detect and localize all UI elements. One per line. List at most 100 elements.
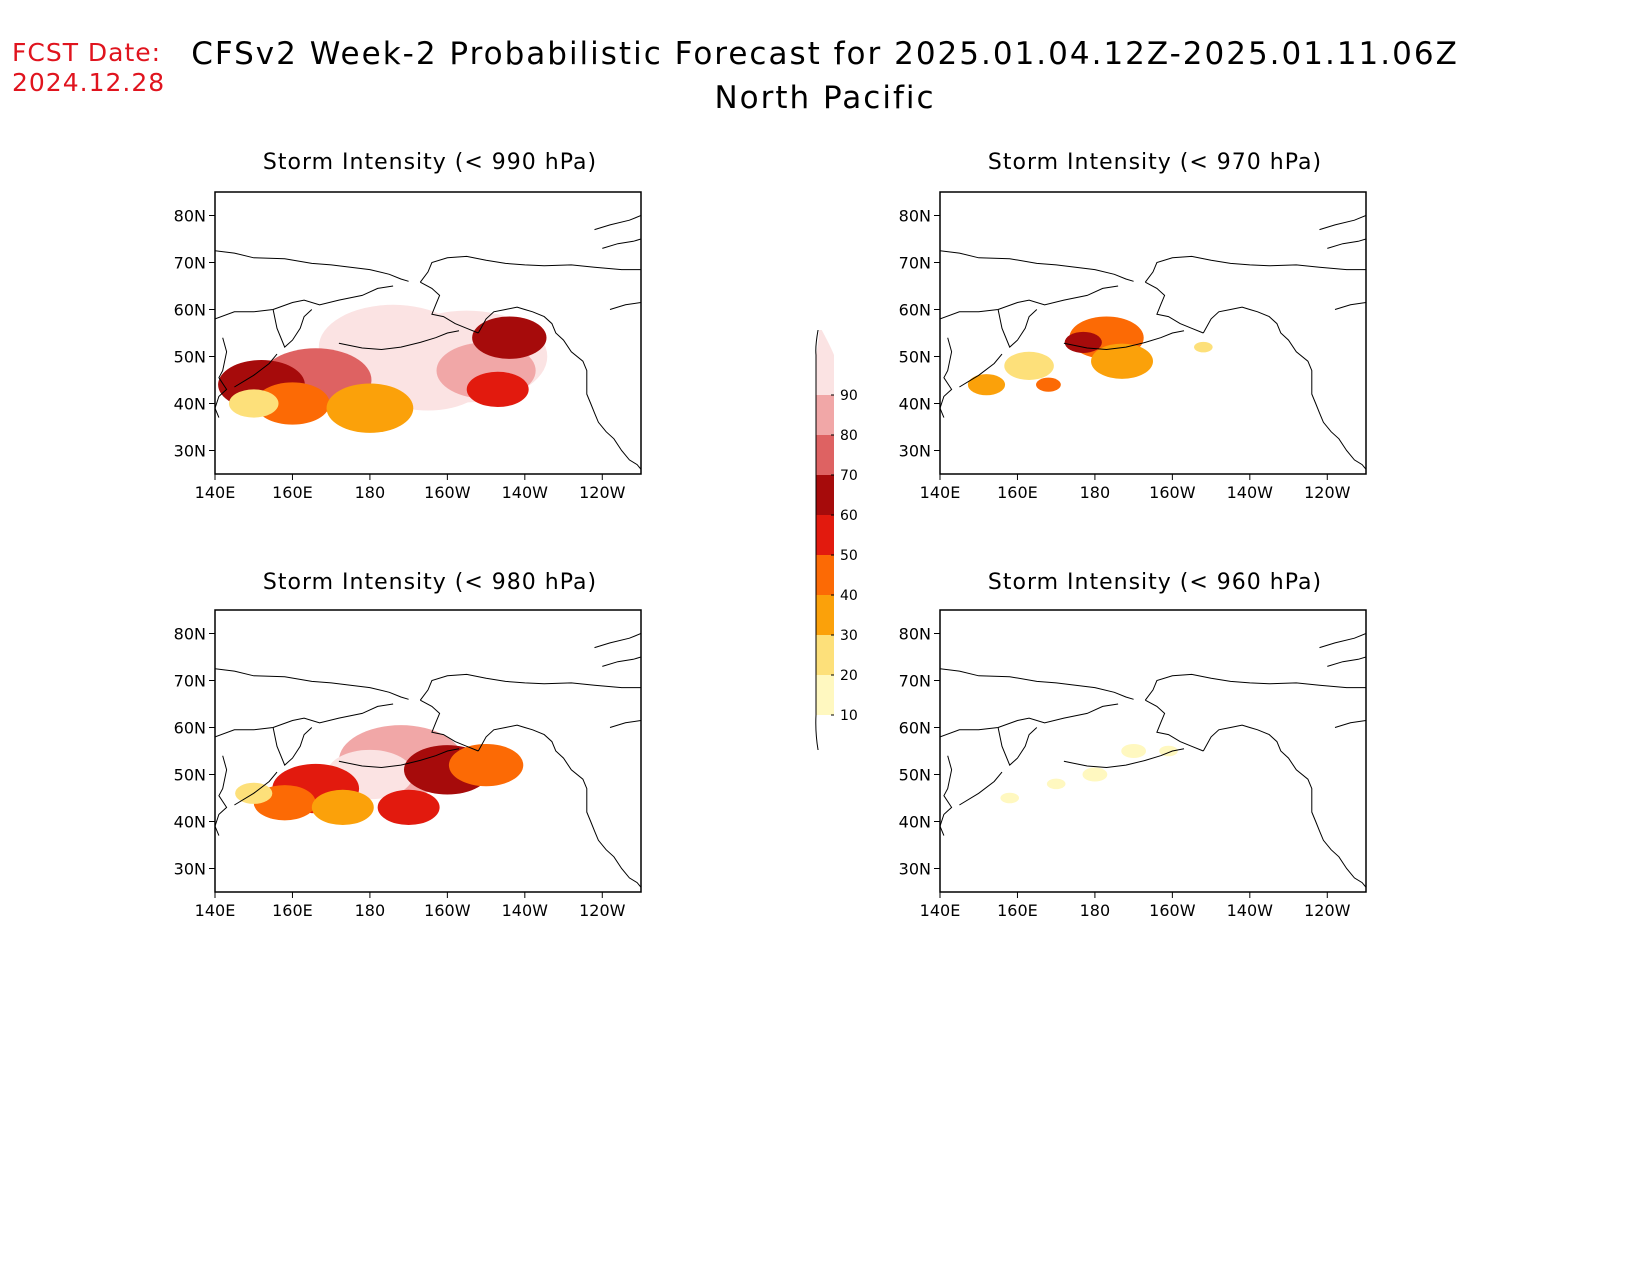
lon-tick-label: 140W [1227,483,1274,502]
lat-tick-label: 30N [174,860,206,879]
lon-tick-label: 180 [1080,483,1111,502]
panel-title-970: Storm Intensity (< 970 hPa) [987,150,1323,175]
colorbar-label: 40 [840,588,858,604]
lat-tick-label: 70N [899,254,931,273]
lat-tick-label: 40N [899,813,931,832]
probability-blob [1082,767,1108,782]
lat-tick-label: 80N [174,625,206,644]
lon-tick-label: 120W [1304,901,1351,920]
coastline [419,673,641,701]
colorbar-label: 90 [840,388,858,404]
lon-tick-label: 160W [1149,483,1196,502]
coastline [940,703,1119,738]
coastline [602,656,641,667]
lat-tick-label: 80N [899,625,931,644]
lon-tick-label: 180 [355,483,386,502]
probability-blob [472,316,547,359]
colorbar-label: 20 [840,668,858,684]
fcst-date-value: 2024.12.28 [12,68,166,97]
map-frame [939,191,1367,475]
lon-tick-label: 160E [272,901,313,920]
lat-tick-label: 50N [899,348,931,367]
colorbar-label: 80 [840,428,858,444]
lon-tick-label: 160E [272,483,313,502]
fcst-date-caption: FCST Date: [12,38,162,67]
colorbar-legend: 10 20 30 40 50 60 70 80 90 [815,330,858,750]
colorbar-segment [816,475,834,515]
coastline [609,720,641,728]
lat-tick-label: 70N [174,254,206,273]
lat-tick-label: 60N [174,719,206,738]
coastline [477,306,641,470]
coastline [594,633,641,649]
probability-blob [1004,351,1054,380]
colorbar-segment [816,355,834,395]
lon-tick-label: 140E [195,901,236,920]
lat-tick-label: 30N [174,442,206,461]
lon-tick-label: 180 [355,901,386,920]
lon-tick-label: 160W [1149,901,1196,920]
figure-title: CFSv2 Week-2 Probabilistic Forecast for … [0,32,1650,120]
forecast-date-label: FCST Date: 2024.12.28 [12,38,165,98]
coastline [940,755,953,836]
coastline [477,724,641,888]
probability-blob [1064,331,1102,353]
colorbar-segment [816,635,834,675]
lon-tick-label: 120W [579,901,626,920]
lon-tick-label: 140W [502,483,549,502]
probability-blob [255,382,330,425]
probability-blob [967,374,1006,396]
lat-tick-label: 40N [174,813,206,832]
lat-tick-label: 40N [174,395,206,414]
colorbar-segment [816,595,834,635]
lon-tick-label: 120W [1304,483,1351,502]
probability-blob [1046,778,1066,790]
coastline [1063,748,1185,769]
lat-tick-label: 50N [174,348,206,367]
coastline [959,771,1003,806]
lon-tick-label: 160E [997,901,1038,920]
map-panel-970: 30N 40N 50N 60N 70N 80N 140E 160E 180 160W 140W 120… [899,191,1367,502]
map-panel-980: 30N 40N 50N 60N 70N 80N 140E 160E 180 160W 140W 120… [174,609,642,920]
coastline [420,281,479,334]
probability-blob [228,389,279,418]
map-panel-960: 30N 40N 50N 60N 70N 80N 140E 160E 180 160W 140W 120… [899,609,1367,920]
coastline [1145,699,1204,752]
coastline [234,353,278,388]
colorbar-segment [816,555,834,595]
figure-title-line1: CFSv2 Week-2 Probabilistic Forecast for … [191,36,1459,72]
lat-tick-label: 40N [899,395,931,414]
probability-blob [311,789,374,826]
coastlines [215,215,641,470]
coastline [1319,633,1366,649]
probability-blob [1121,743,1147,759]
lat-tick-label: 60N [899,301,931,320]
coastline [1334,302,1366,310]
probability-blob [1000,792,1020,804]
coastline [338,330,460,351]
lon-tick-label: 180 [1080,901,1111,920]
lat-tick-label: 60N [174,301,206,320]
lat-tick-label: 80N [174,207,206,226]
coastline [1144,255,1366,283]
coastlines [215,633,641,888]
colorbar-segment [816,435,834,475]
coastline [602,238,641,249]
probability-field [235,725,524,826]
lon-tick-label: 140W [1227,901,1274,920]
lon-tick-label: 160W [424,901,471,920]
probability-blob [466,371,529,408]
probability-blob [377,789,440,826]
coastline [338,748,460,769]
coastline [234,771,278,806]
coastline [215,250,409,282]
probability-field [967,316,1213,396]
coastline [1202,724,1366,888]
map-frame [214,191,642,475]
lon-tick-label: 120W [579,483,626,502]
colorbar-segment [816,515,834,555]
colorbar-label: 30 [840,628,858,644]
lon-tick-label: 140E [920,901,961,920]
coastline [420,699,479,752]
probability-blob [326,383,414,433]
